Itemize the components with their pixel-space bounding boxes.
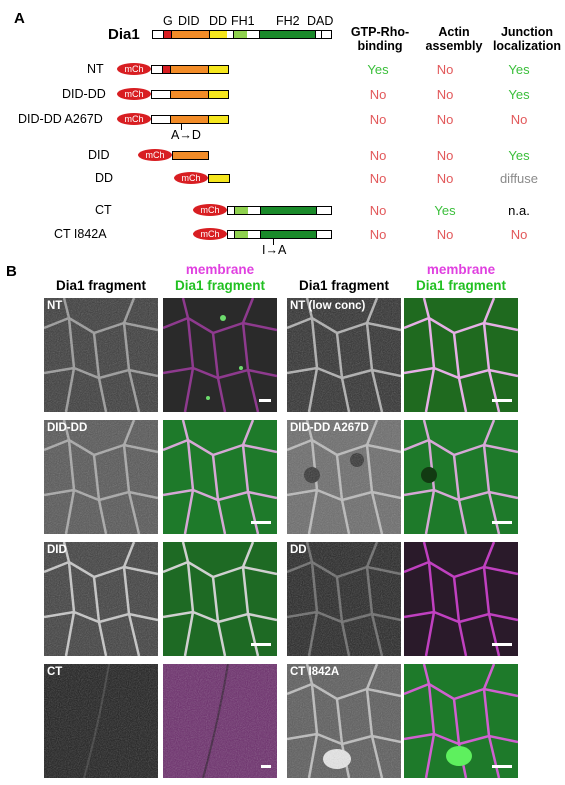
result-junction-did-dd: Yes [508, 87, 530, 102]
scale-bar [492, 521, 512, 524]
image-did-dd-a267d-fragment: DID-DD A267D [287, 420, 401, 534]
construct-name: CT I842A [54, 227, 107, 241]
construct-name: DD [95, 171, 114, 185]
result-actin-nt: No [436, 62, 454, 77]
result-rho-i842a: No [369, 227, 387, 242]
image-ct-i842a-merge [404, 664, 518, 778]
result-junction-did: Yes [508, 148, 530, 163]
domain-label-g: G [163, 14, 173, 28]
domain-linker [315, 31, 321, 38]
mutation-tick [181, 124, 182, 130]
header-fragment-right: Dia1 fragment [298, 278, 390, 293]
domain-fh1 [233, 31, 247, 38]
image-ct-fragment: CT [44, 664, 158, 778]
image-nt-low-fragment: NT (low conc) [287, 298, 401, 412]
domain-fh2 [259, 31, 315, 38]
mutation-label-a267d: A→D [171, 128, 201, 142]
result-actin-i842a: No [436, 227, 454, 242]
mcherry-tag: mCh [117, 63, 151, 75]
construct-name: NT [87, 62, 104, 76]
image-ct-i842a-fragment: CT I842A [287, 664, 401, 778]
domain-label-fh2: FH2 [276, 14, 300, 28]
domain-label-dad: DAD [307, 14, 334, 28]
column-header-rho-binding: GTP-Rho-binding [350, 25, 410, 53]
mcherry-tag: mCh [117, 88, 151, 100]
result-junction-ct: n.a. [508, 203, 530, 218]
construct-bar-ct-i842a [227, 230, 332, 239]
domain-label-dd: DD [209, 14, 228, 28]
panel-a-letter: A [14, 10, 25, 27]
mcherry-tag: mCh [138, 149, 172, 161]
image-did-dd-merge [163, 420, 277, 534]
dia1-full-bar [152, 30, 332, 39]
domain-dad [321, 31, 327, 38]
construct-bar-dd [208, 174, 230, 183]
domain-g [163, 31, 171, 38]
mutation-label-i842a: I→A [262, 243, 287, 257]
result-junction-i842a: No [510, 227, 528, 242]
image-dd-fragment: DD [287, 542, 401, 656]
construct-name: DID-DD [62, 87, 106, 101]
header-merge-fragment-right: Dia1 fragment [415, 278, 507, 293]
result-actin-dd: No [436, 171, 454, 186]
result-junction-nt: Yes [508, 62, 530, 77]
construct-name: DID [88, 148, 110, 162]
result-junction-dd: diffuse [499, 171, 539, 186]
scale-bar [259, 399, 271, 402]
mutation-tick [273, 239, 274, 245]
construct-bar-did [172, 151, 209, 160]
mcherry-tag: mCh [193, 228, 227, 240]
result-rho-dd: No [369, 171, 387, 186]
image-did-dd-fragment: DID-DD [44, 420, 158, 534]
image-dd-merge [404, 542, 518, 656]
domain-label-did: DID [178, 14, 200, 28]
mcherry-tag: mCh [117, 113, 151, 125]
domain-label-fh1: FH1 [231, 14, 255, 28]
result-actin-did: No [436, 148, 454, 163]
scale-bar [492, 765, 512, 768]
result-rho-a267d: No [369, 112, 387, 127]
image-did-merge [163, 542, 277, 656]
panel-b-letter: B [6, 263, 17, 280]
construct-bar-nt [151, 65, 229, 74]
mcherry-tag: mCh [193, 204, 227, 216]
header-fragment-left: Dia1 fragment [55, 278, 147, 293]
result-rho-did: No [369, 148, 387, 163]
mcherry-tag: mCh [174, 172, 208, 184]
scale-bar [251, 521, 271, 524]
construct-bar-ct [227, 206, 332, 215]
image-did-dd-a267d-merge [404, 420, 518, 534]
scale-bar [261, 765, 271, 768]
construct-name: DID-DD A267D [18, 112, 103, 126]
domain-dd [209, 31, 227, 38]
image-did-fragment: DID [44, 542, 158, 656]
image-nt-low-merge [404, 298, 518, 412]
construct-name: CT [95, 203, 112, 217]
protein-name: Dia1 [108, 26, 140, 43]
result-actin-did-dd: No [436, 87, 454, 102]
construct-bar-did-dd-a267d [151, 115, 229, 124]
column-header-junction-localization: Junction localization [492, 25, 562, 53]
image-ct-merge [163, 664, 277, 778]
domain-did [171, 31, 209, 38]
result-rho-nt: Yes [367, 62, 389, 77]
result-actin-ct: Yes [434, 203, 456, 218]
result-actin-a267d: No [436, 112, 454, 127]
construct-bar-did-dd [151, 90, 229, 99]
result-rho-ct: No [369, 203, 387, 218]
header-membrane-left: membrane [185, 262, 255, 277]
scale-bar [251, 643, 271, 646]
scale-bar [492, 399, 512, 402]
image-nt-merge [163, 298, 277, 412]
image-nt-fragment: NT [44, 298, 158, 412]
result-junction-a267d: No [510, 112, 528, 127]
header-membrane-right: membrane [426, 262, 496, 277]
column-header-actin-assembly: Actin assembly [425, 25, 483, 53]
result-rho-did-dd: No [369, 87, 387, 102]
header-merge-fragment-left: Dia1 fragment [174, 278, 266, 293]
scale-bar [492, 643, 512, 646]
